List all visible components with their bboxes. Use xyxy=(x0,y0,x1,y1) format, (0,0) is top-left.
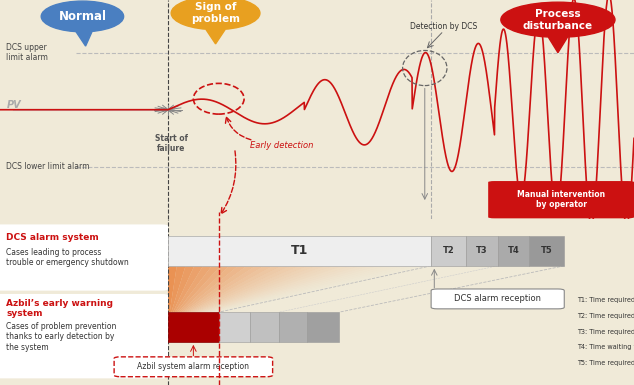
Text: Manual intervention
by operator: Manual intervention by operator xyxy=(517,190,605,209)
Polygon shape xyxy=(171,266,194,312)
Text: Process
disturbance: Process disturbance xyxy=(523,9,593,30)
Ellipse shape xyxy=(171,0,260,30)
Text: T1: Time required to detect warning signs: T1: Time required to detect warning sign… xyxy=(577,297,634,303)
Text: Cases leading to process
trouble or emergency shutdown: Cases leading to process trouble or emer… xyxy=(6,248,129,267)
Polygon shape xyxy=(181,266,247,312)
Text: T3: T3 xyxy=(476,246,488,255)
Text: T3: T3 xyxy=(259,323,271,331)
Polygon shape xyxy=(178,266,230,312)
Polygon shape xyxy=(183,266,256,312)
Text: T1: T1 xyxy=(186,322,201,332)
Text: T5: T5 xyxy=(541,246,553,255)
Text: T5: Time required to take permanent measures: T5: Time required to take permanent meas… xyxy=(577,360,634,366)
Text: T5: T5 xyxy=(318,323,329,331)
Text: DCS lower limit alarm: DCS lower limit alarm xyxy=(6,162,90,171)
Text: T2: T2 xyxy=(443,246,455,255)
Text: DCS alarm system: DCS alarm system xyxy=(6,233,99,242)
Polygon shape xyxy=(180,266,238,312)
Polygon shape xyxy=(191,266,299,312)
Polygon shape xyxy=(76,32,92,46)
Text: DCS alarm reception: DCS alarm reception xyxy=(454,295,541,303)
Polygon shape xyxy=(202,266,353,312)
Polygon shape xyxy=(176,266,221,312)
Polygon shape xyxy=(175,266,212,312)
Text: Azbil system alarm reception: Azbil system alarm reception xyxy=(138,362,249,371)
Polygon shape xyxy=(198,266,335,312)
Text: DCS upper
limit alarm: DCS upper limit alarm xyxy=(6,43,48,62)
Polygon shape xyxy=(207,266,378,312)
Text: Detection by DCS: Detection by DCS xyxy=(410,22,477,31)
Polygon shape xyxy=(173,266,203,312)
Polygon shape xyxy=(206,30,225,44)
Text: T3: Time required to take emergency measures: T3: Time required to take emergency meas… xyxy=(577,329,634,335)
FancyBboxPatch shape xyxy=(431,289,564,309)
Text: T2: Time required to troubleshoot: T2: Time required to troubleshoot xyxy=(577,313,634,319)
Polygon shape xyxy=(188,266,282,312)
FancyBboxPatch shape xyxy=(250,312,279,342)
FancyBboxPatch shape xyxy=(219,312,250,342)
Ellipse shape xyxy=(41,1,124,32)
FancyBboxPatch shape xyxy=(529,236,564,266)
Polygon shape xyxy=(185,266,264,312)
Polygon shape xyxy=(548,37,567,53)
Polygon shape xyxy=(205,266,370,312)
FancyBboxPatch shape xyxy=(279,312,307,342)
Ellipse shape xyxy=(501,2,615,37)
FancyBboxPatch shape xyxy=(0,224,168,291)
Polygon shape xyxy=(168,266,177,312)
Text: T4: T4 xyxy=(287,323,299,331)
FancyBboxPatch shape xyxy=(431,236,466,266)
Polygon shape xyxy=(197,266,326,312)
Text: T4: Time waiting for permanent countermeasures: T4: Time waiting for permanent counterme… xyxy=(577,345,634,350)
FancyBboxPatch shape xyxy=(498,236,529,266)
FancyBboxPatch shape xyxy=(0,294,168,378)
Polygon shape xyxy=(190,266,291,312)
FancyBboxPatch shape xyxy=(307,312,339,342)
Polygon shape xyxy=(193,266,308,312)
Polygon shape xyxy=(170,266,186,312)
Polygon shape xyxy=(204,266,361,312)
Polygon shape xyxy=(195,266,317,312)
Text: T4: T4 xyxy=(508,246,519,255)
Text: Azbil’s early warning
system: Azbil’s early warning system xyxy=(6,299,113,318)
Text: T2: T2 xyxy=(229,323,240,331)
Polygon shape xyxy=(186,266,273,312)
Text: Start of
failure: Start of failure xyxy=(155,134,188,153)
Text: Cases of problem prevention
thanks to early detection by
the system: Cases of problem prevention thanks to ea… xyxy=(6,322,117,352)
Polygon shape xyxy=(200,266,344,312)
Text: T1: T1 xyxy=(291,244,308,258)
Text: Sign of
problem: Sign of problem xyxy=(191,2,240,24)
FancyBboxPatch shape xyxy=(168,236,431,266)
FancyBboxPatch shape xyxy=(168,312,219,342)
Text: PV: PV xyxy=(6,100,21,110)
Text: Normal: Normal xyxy=(58,10,107,23)
FancyBboxPatch shape xyxy=(488,181,634,218)
FancyBboxPatch shape xyxy=(466,236,498,266)
Text: Early detection: Early detection xyxy=(250,141,314,150)
FancyBboxPatch shape xyxy=(114,357,273,377)
